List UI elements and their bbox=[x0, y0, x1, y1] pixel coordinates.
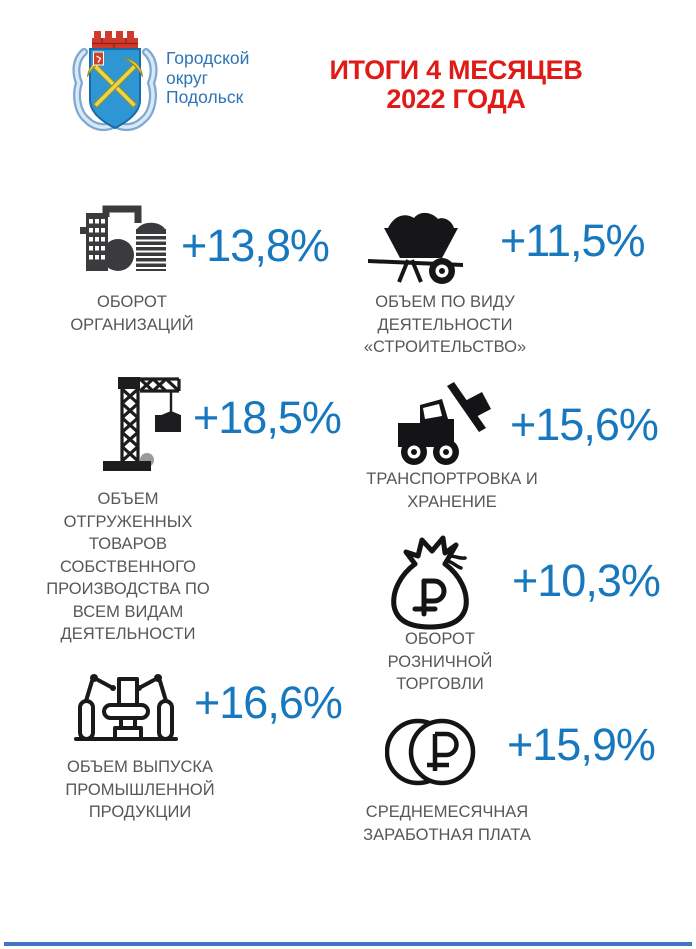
forklift-icon bbox=[390, 379, 495, 469]
wheelbarrow-icon bbox=[368, 200, 468, 285]
money-bag-icon bbox=[388, 531, 472, 630]
stat-label: ОБЪЕМ ВЫПУСКА ПРОМЫШЛЕННОЙ ПРОДУКЦИИ bbox=[65, 758, 215, 821]
page-title: ИТОГИ 4 МЕСЯЦЕВ 2022 ГОДА bbox=[329, 55, 583, 114]
stat-value: +16,6% bbox=[194, 677, 343, 728]
stat-value: +10,3% bbox=[512, 555, 661, 606]
stat-value: +13,8% bbox=[181, 220, 330, 271]
stat-value: +15,9% bbox=[507, 719, 656, 770]
stat-label: ОБЪЕМ ПО ВИДУ ДЕЯТЕЛЬНОСТИ «СТРОИТЕЛЬСТВ… bbox=[363, 293, 527, 356]
stat-label: СРЕДНЕМЕСЯЧНАЯ ЗАРАБОТНАЯ ПЛАТА bbox=[363, 803, 531, 844]
ruble-coins-icon bbox=[385, 713, 479, 791]
crane-icon bbox=[95, 371, 181, 471]
factory-icon bbox=[80, 203, 168, 275]
stat-label: ОБОРОТ РОЗНИЧНОЙ ТОРГОВЛИ bbox=[387, 630, 493, 693]
robot-arms-icon bbox=[73, 665, 179, 741]
crown bbox=[92, 31, 138, 49]
footer-accent-line bbox=[4, 942, 692, 946]
stat-value: +15,6% bbox=[510, 399, 659, 450]
stat-label: ТРАНСПОРТРОВКА И ХРАНЕНИЕ bbox=[366, 470, 538, 511]
org-name: Городской округ Подольск bbox=[166, 48, 250, 107]
stat-label: ОБОРОТ ОРГАНИЗАЦИЙ bbox=[70, 293, 194, 334]
stat-label: ОБЪЕМ ОТГРУЖЕННЫХ ТОВАРОВ СОБСТВЕННОГО П… bbox=[46, 490, 210, 643]
stat-value: +18,5% bbox=[193, 392, 342, 443]
podolsk-coat-of-arms bbox=[72, 28, 158, 133]
stat-value: +11,5% bbox=[500, 215, 646, 266]
